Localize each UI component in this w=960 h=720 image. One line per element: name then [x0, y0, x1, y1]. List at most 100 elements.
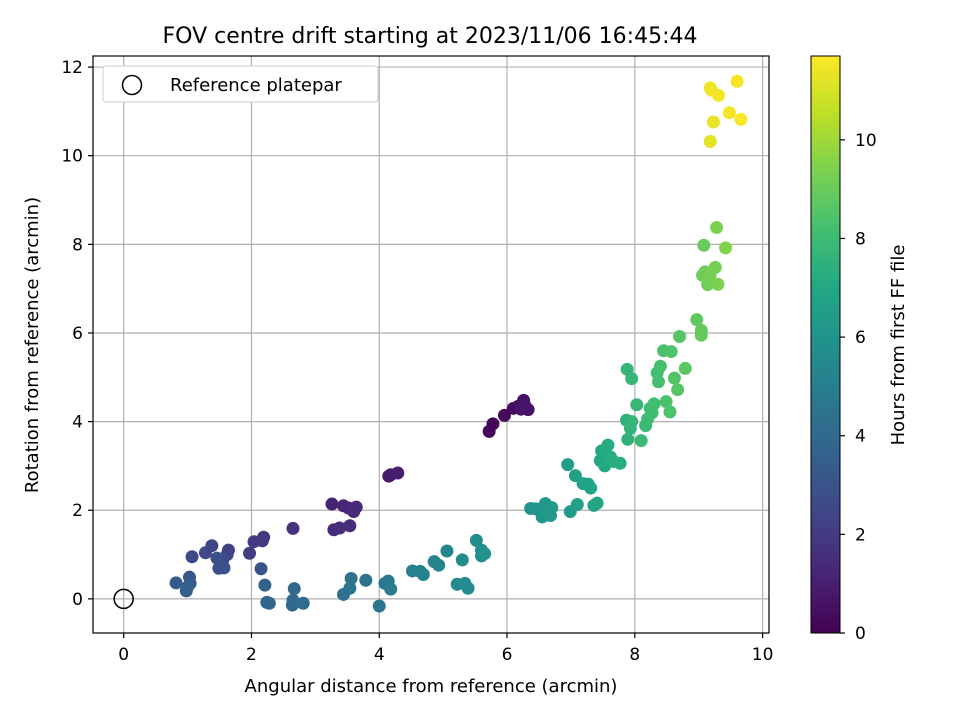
legend-marker	[121, 74, 143, 96]
data-point	[590, 496, 604, 510]
colorbar-tick-label: 6	[855, 328, 866, 348]
y-tick-label: 12	[61, 58, 83, 78]
x-tick-label: 10	[752, 645, 774, 665]
colorbar-tick-label: 8	[855, 229, 866, 249]
data-points	[169, 74, 748, 613]
data-point	[469, 533, 483, 547]
data-point	[497, 408, 511, 422]
x-tick-label: 6	[502, 645, 513, 665]
data-point	[325, 497, 339, 511]
y-axis-ticks: 0 2 4 6 8 10 12	[61, 58, 93, 610]
data-point	[545, 501, 559, 515]
reference-marker	[113, 588, 134, 610]
x-axis-ticks: 0 2 4 6 8 10	[118, 633, 773, 665]
legend-entry-reference-platepar: Reference platepar	[170, 75, 342, 96]
data-point	[561, 458, 575, 472]
data-point	[647, 397, 661, 411]
data-point	[258, 578, 272, 592]
data-point	[584, 481, 598, 495]
data-point	[701, 278, 715, 292]
data-point	[706, 115, 720, 129]
y-tick-label: 8	[72, 235, 83, 255]
plot-frame	[92, 55, 770, 634]
data-point	[711, 277, 725, 291]
data-point	[247, 535, 261, 549]
data-point	[663, 405, 677, 419]
data-point	[440, 544, 454, 558]
data-point	[734, 112, 748, 126]
data-point	[710, 221, 724, 235]
data-point	[630, 398, 644, 412]
y-axis-label: Rotation from reference (arcmin)	[22, 197, 43, 493]
data-point	[286, 521, 300, 535]
grid-lines	[93, 56, 769, 633]
data-point	[703, 135, 717, 149]
data-point	[694, 328, 708, 342]
data-point	[198, 546, 212, 560]
y-tick-label: 2	[72, 501, 83, 521]
data-point	[722, 106, 736, 120]
data-point	[286, 593, 300, 607]
x-tick-label: 2	[246, 645, 257, 665]
data-point	[262, 596, 276, 610]
data-point	[601, 438, 615, 452]
x-tick-label: 8	[629, 645, 640, 665]
y-tick-label: 10	[61, 147, 83, 167]
data-point	[690, 313, 704, 327]
y-tick-label: 4	[72, 413, 83, 433]
data-point	[254, 562, 268, 576]
data-point	[343, 581, 357, 595]
data-point	[455, 553, 469, 567]
data-point	[243, 546, 257, 560]
data-point	[651, 375, 665, 389]
data-point	[372, 599, 386, 613]
data-point	[478, 547, 492, 561]
data-point	[664, 345, 678, 359]
x-tick-label: 0	[118, 645, 129, 665]
colorbar: 0 2 4 6 8 10 Hours from first FF file	[810, 55, 909, 644]
colorbar-ticks: 0 2 4 6 8 10	[840, 131, 877, 644]
data-point	[625, 372, 639, 386]
data-point	[217, 561, 231, 575]
data-point	[708, 260, 722, 274]
data-point	[416, 568, 430, 582]
colorbar-label: Hours from first FF file	[888, 245, 909, 446]
data-point	[343, 519, 357, 533]
reference-point	[113, 588, 134, 610]
data-point	[671, 383, 685, 397]
legend-box	[102, 65, 379, 103]
data-point	[570, 497, 584, 511]
data-point	[181, 580, 195, 594]
data-point	[359, 573, 373, 587]
data-point	[287, 582, 301, 596]
data-point	[486, 417, 500, 431]
data-point	[678, 361, 692, 375]
data-point	[659, 395, 673, 409]
data-point	[344, 571, 358, 585]
legend: Reference platepar	[102, 65, 379, 103]
data-point	[730, 74, 744, 88]
colorbar-tick-label: 0	[855, 624, 866, 644]
data-point	[296, 596, 310, 610]
data-point	[697, 238, 711, 252]
y-tick-label: 0	[72, 590, 83, 610]
data-point	[210, 551, 224, 565]
data-point	[719, 241, 733, 255]
data-point	[625, 415, 639, 429]
data-point	[169, 576, 183, 590]
data-point	[673, 330, 687, 344]
data-point	[461, 581, 475, 595]
colorbar-tick-label: 10	[855, 131, 877, 151]
data-point	[518, 399, 532, 413]
data-point	[384, 468, 398, 482]
data-point	[634, 434, 648, 448]
colorbar-tick-label: 4	[855, 427, 866, 447]
data-point	[333, 521, 347, 535]
data-point	[432, 558, 446, 572]
colorbar-gradient	[810, 55, 841, 634]
data-point	[613, 456, 627, 470]
data-point	[703, 81, 717, 95]
colorbar-tick-label: 2	[855, 525, 866, 545]
data-point	[384, 582, 398, 596]
